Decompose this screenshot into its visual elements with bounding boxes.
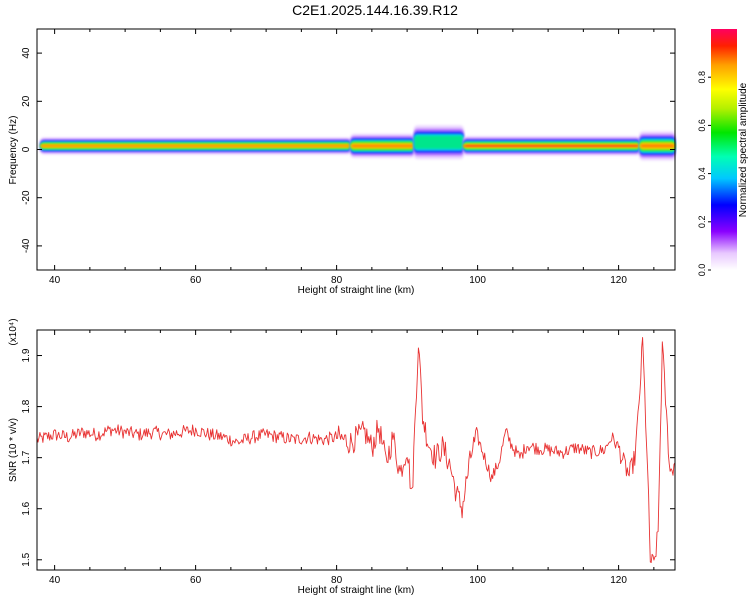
spectrogram-y-axis-label: Frequency (Hz) [8, 116, 19, 185]
spectrogram-x-tick-label: 120 [610, 275, 627, 286]
spectrogram-band [40, 125, 675, 161]
colorbar-ticks: 0.0 0.2 0.4 0.6 0.8 [697, 71, 711, 276]
snr-multiplier-label: (x10⁴) [8, 318, 19, 345]
colorbar: 0.0 0.2 0.4 0.6 0.8 Normalized spectral ampl… [697, 29, 749, 276]
snr-y-tick-label: 1.6 [21, 501, 32, 515]
spectrogram-y-tick-label: -20 [21, 190, 32, 205]
snr-x-tick-label: 100 [469, 575, 486, 586]
chart-title: C2E1.2025.144.16.39.R12 [292, 2, 458, 18]
snr-x-ticks: 40 60 80 100 120 [49, 330, 655, 586]
snr-panel: 40 60 80 100 120 1.9 1.8 1.7 1.6 1.5 Height of s… [8, 318, 676, 596]
spectrogram-band-layer [639, 144, 675, 148]
spectrogram-y-tick-label: -40 [21, 238, 32, 253]
snr-x-tick-label: 80 [331, 575, 343, 586]
colorbar-tick-label: 0.8 [697, 71, 707, 84]
colorbar-tick-label: 0.6 [697, 119, 707, 132]
spectrogram-band-layer [414, 135, 464, 150]
colorbar-tick-label: 0.0 [697, 264, 707, 277]
spectrogram-y-tick-label: 0 [21, 146, 32, 152]
snr-x-axis-label: Height of straight line (km) [298, 585, 415, 596]
colorbar-tick-label: 0.4 [697, 167, 707, 180]
snr-series-line [37, 337, 675, 563]
spectrogram-x-axis-label: Height of straight line (km) [298, 285, 415, 296]
spectrogram-x-ticks: 40 60 80 100 120 [49, 29, 655, 286]
spectrogram-x-tick-label: 80 [331, 275, 343, 286]
spectrogram-band-layer [463, 145, 640, 147]
spectrogram-x-tick-label: 40 [49, 275, 61, 286]
snr-y-ticks: 1.9 1.8 1.7 1.6 1.5 [21, 348, 675, 567]
snr-x-tick-label: 120 [610, 575, 627, 586]
spectrogram-band-layer [40, 144, 351, 147]
snr-x-tick-label: 60 [190, 575, 202, 586]
spectrogram-x-tick-label: 60 [190, 275, 202, 286]
spectrogram-y-tick-label: 40 [21, 47, 32, 59]
snr-y-axis-label: SNR (10 * v/v) [8, 418, 19, 482]
snr-y-tick-label: 1.5 [21, 552, 32, 566]
spectrogram-y-tick-label: 20 [21, 95, 32, 107]
spectrogram-x-tick-label: 100 [469, 275, 486, 286]
colorbar-label: Normalized spectral amplitude [738, 82, 749, 217]
snr-x-tick-label: 40 [49, 575, 61, 586]
spectrogram-band-layer [350, 144, 415, 148]
colorbar-gradient [711, 29, 737, 270]
snr-y-tick-label: 1.7 [21, 450, 32, 464]
colorbar-tick-label: 0.2 [697, 216, 707, 229]
snr-y-tick-label: 1.8 [21, 399, 32, 413]
spectrogram-y-ticks: 40 20 0 -20 -40 [21, 47, 675, 253]
snr-y-tick-label: 1.9 [21, 348, 32, 362]
snr-frame [36, 329, 676, 571]
spectrogram-panel: 40 60 80 100 120 40 20 0 -20 -40 Height of strai… [8, 28, 676, 296]
